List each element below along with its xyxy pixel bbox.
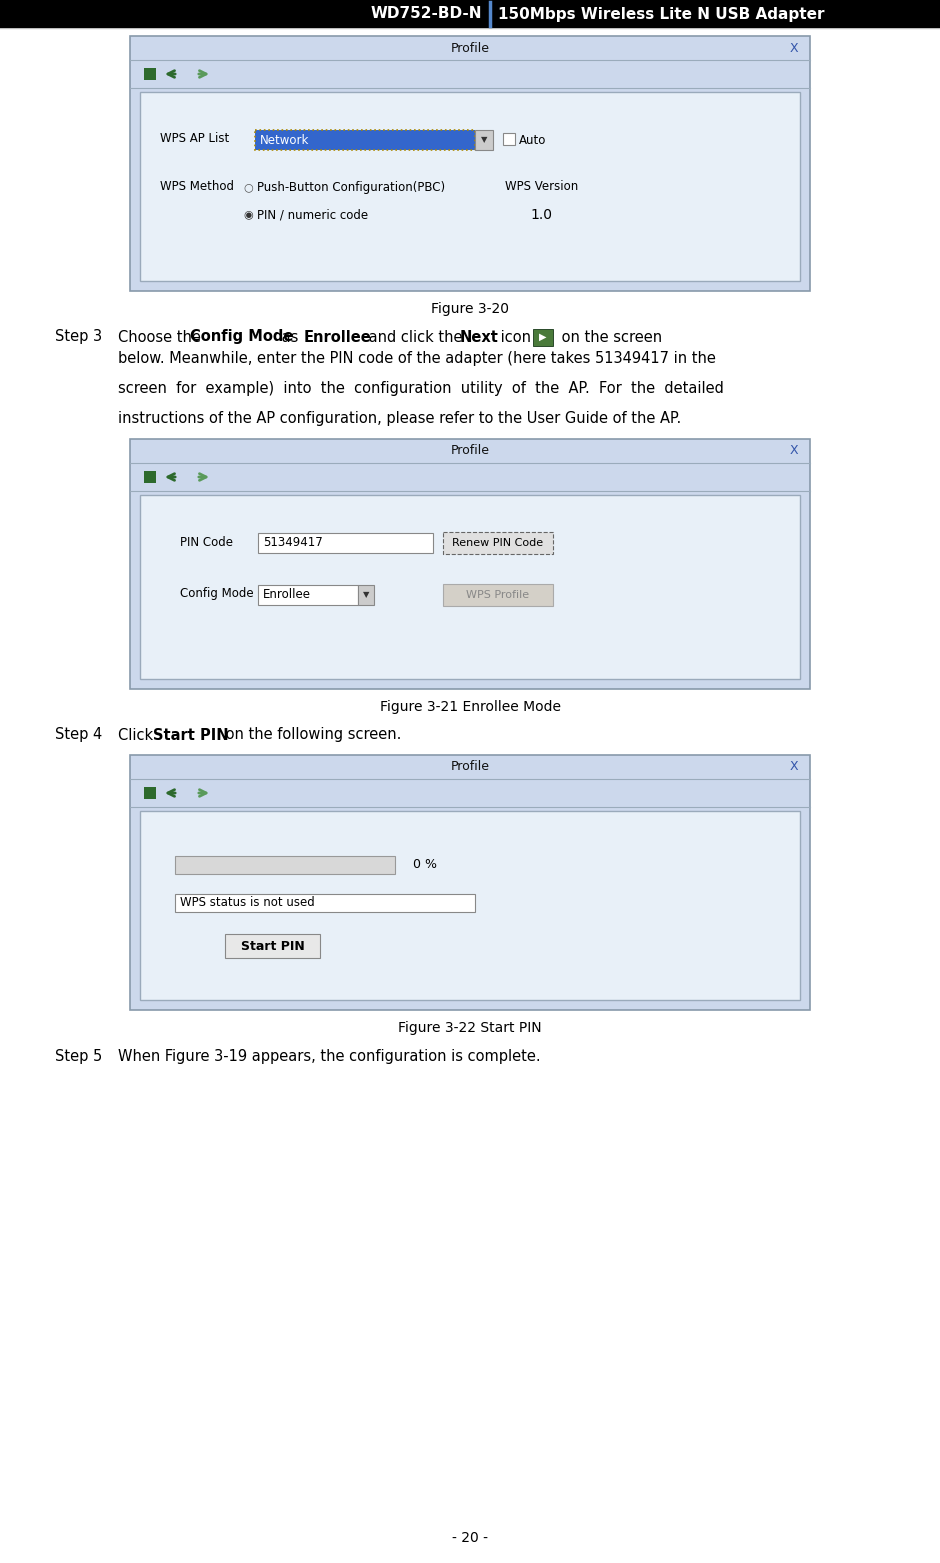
Text: 150Mbps Wireless Lite N USB Adapter: 150Mbps Wireless Lite N USB Adapter bbox=[498, 6, 824, 22]
Bar bbox=[443, 585, 553, 606]
Text: and click the: and click the bbox=[364, 330, 467, 344]
Bar bbox=[175, 894, 475, 911]
Bar bbox=[144, 788, 156, 799]
Text: WPS Method: WPS Method bbox=[160, 180, 234, 194]
Bar bbox=[144, 69, 156, 80]
Bar bbox=[533, 328, 553, 345]
Bar bbox=[175, 857, 395, 874]
Text: Choose the: Choose the bbox=[118, 330, 206, 344]
Bar bbox=[258, 533, 433, 553]
Text: screen  for  example)  into  the  configuration  utility  of  the  AP.  For  the: screen for example) into the configurati… bbox=[118, 381, 724, 397]
Text: PIN Code: PIN Code bbox=[180, 536, 233, 549]
Text: Enrollee: Enrollee bbox=[304, 330, 371, 344]
Text: ▶: ▶ bbox=[540, 331, 547, 342]
Text: on the screen: on the screen bbox=[557, 330, 662, 344]
Text: PIN / numeric code: PIN / numeric code bbox=[257, 208, 368, 222]
Text: Figure 3-20: Figure 3-20 bbox=[431, 302, 509, 316]
Text: Config Mode: Config Mode bbox=[180, 588, 254, 600]
Text: X: X bbox=[790, 761, 798, 774]
Text: WD752-BD-N: WD752-BD-N bbox=[370, 6, 482, 22]
Text: WPS Version: WPS Version bbox=[505, 180, 578, 194]
Text: icon: icon bbox=[496, 330, 531, 344]
Text: ▼: ▼ bbox=[480, 136, 487, 144]
Text: Enrollee: Enrollee bbox=[263, 589, 311, 602]
Text: on the following screen.: on the following screen. bbox=[221, 727, 401, 742]
Text: ◉: ◉ bbox=[243, 209, 253, 220]
Text: Next: Next bbox=[460, 330, 499, 344]
Bar bbox=[443, 531, 553, 553]
Text: 0 %: 0 % bbox=[413, 858, 437, 872]
Text: 1.0: 1.0 bbox=[530, 208, 552, 222]
Text: Auto: Auto bbox=[519, 133, 546, 147]
Text: Step 3: Step 3 bbox=[55, 330, 102, 344]
Text: Start PIN: Start PIN bbox=[153, 727, 228, 742]
Bar bbox=[130, 36, 810, 291]
Bar bbox=[225, 935, 320, 958]
Text: Renew PIN Code: Renew PIN Code bbox=[452, 538, 543, 549]
Text: WPS status is not used: WPS status is not used bbox=[180, 897, 315, 910]
Text: 51349417: 51349417 bbox=[263, 536, 322, 550]
Text: Click: Click bbox=[118, 727, 158, 742]
Bar bbox=[140, 811, 800, 1000]
Bar bbox=[475, 130, 493, 150]
Text: Step 4: Step 4 bbox=[55, 727, 102, 742]
Bar bbox=[255, 130, 475, 150]
Text: Profile: Profile bbox=[450, 444, 490, 458]
Text: ▼: ▼ bbox=[363, 591, 369, 600]
Text: - 20 -: - 20 - bbox=[452, 1532, 488, 1544]
Text: Config Mode: Config Mode bbox=[190, 330, 293, 344]
Text: Network: Network bbox=[260, 133, 309, 147]
Text: Step 5: Step 5 bbox=[55, 1049, 102, 1063]
Text: X: X bbox=[790, 444, 798, 458]
Text: When Figure 3-19 appears, the configuration is complete.: When Figure 3-19 appears, the configurat… bbox=[118, 1049, 540, 1063]
Text: Push-Button Configuration(PBC): Push-Button Configuration(PBC) bbox=[257, 180, 446, 194]
Bar bbox=[130, 439, 810, 689]
Text: below. Meanwhile, enter the PIN code of the adapter (here takes 51349417 in the: below. Meanwhile, enter the PIN code of … bbox=[118, 352, 716, 366]
Bar bbox=[358, 585, 374, 605]
Text: Profile: Profile bbox=[450, 761, 490, 774]
Bar bbox=[258, 585, 358, 605]
Text: X: X bbox=[790, 42, 798, 55]
Bar bbox=[503, 133, 515, 145]
Text: WPS AP List: WPS AP List bbox=[160, 133, 229, 145]
Text: instructions of the AP configuration, please refer to the User Guide of the AP.: instructions of the AP configuration, pl… bbox=[118, 411, 682, 427]
Bar bbox=[140, 495, 800, 678]
Text: Figure 3-22 Start PIN: Figure 3-22 Start PIN bbox=[399, 1021, 541, 1035]
Text: Profile: Profile bbox=[450, 42, 490, 55]
Text: as: as bbox=[277, 330, 303, 344]
Text: ○: ○ bbox=[243, 181, 253, 192]
Bar bbox=[0, 0, 940, 28]
Text: Start PIN: Start PIN bbox=[241, 939, 305, 952]
Text: Figure 3-21 Enrollee Mode: Figure 3-21 Enrollee Mode bbox=[380, 700, 560, 714]
Text: WPS Profile: WPS Profile bbox=[466, 589, 529, 600]
Bar bbox=[130, 755, 810, 1010]
Bar bbox=[140, 92, 800, 281]
Bar bbox=[144, 470, 156, 483]
